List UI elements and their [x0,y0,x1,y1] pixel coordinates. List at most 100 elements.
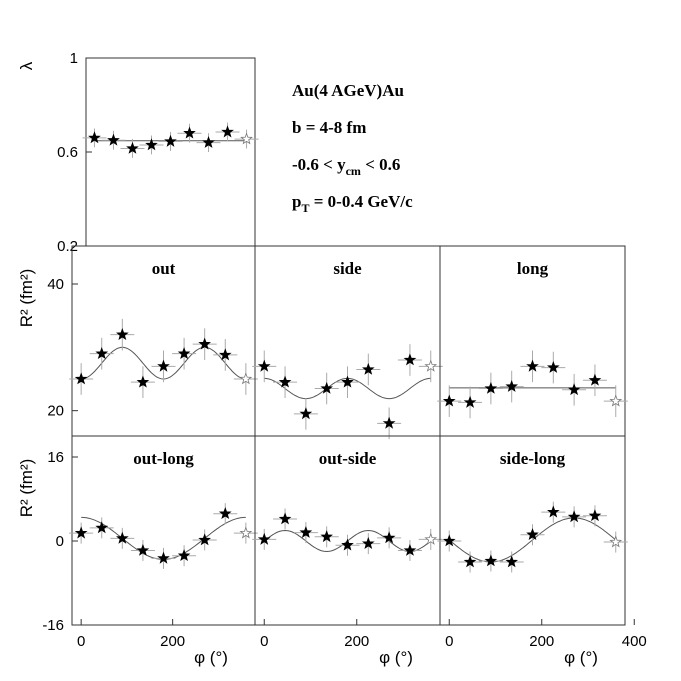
x-tick-label: 200 [160,633,185,650]
panel-side-long: 0 200 400 side-long φ (°) [437,435,647,667]
panel-title: out-side [319,449,377,468]
info-pt-pre: p [292,192,301,211]
data-point [341,375,354,388]
reflected-data-point [424,359,438,372]
data-point [320,530,333,543]
data-point [361,536,375,550]
panel-title: out [152,259,176,278]
data-point [588,509,602,522]
data-point [157,551,170,564]
data-point [588,373,602,386]
data-point [505,555,518,568]
x-axis-title: φ (°) [379,648,413,667]
x-axis-title: φ (°) [564,648,598,667]
data-point [74,526,88,539]
x-tick-label: 0 [445,633,453,650]
reflected-data-point [424,532,438,545]
y-axis-title: λ [17,61,36,70]
info-rapidity-cut: -0.6 < ycm < 0.6 [292,155,400,178]
reflected-data-point [239,526,253,539]
info-box: Au(4 AGeV)Au b = 4-8 fm -0.6 < ycm < 0.6… [292,81,413,215]
data-point [546,505,560,518]
data-point [341,538,354,551]
y-tick-label: 0.6 [57,144,78,161]
y-tick-label: -16 [42,617,64,634]
data-point [505,379,518,392]
x-tick-label: 0 [260,633,268,650]
data-point [95,347,109,360]
info-impact-parameter: b = 4-8 fm [292,118,366,137]
info-pt-cut: pT = 0-0.4 GeV/c [292,192,413,215]
data-point [278,512,292,525]
panel-long: long [437,245,628,437]
data-point [257,532,271,545]
x-tick-label: 200 [344,633,369,650]
data-point [74,372,88,385]
data-point [177,549,191,562]
y-axis-title: R² (fm²) [17,459,36,518]
data-point [403,543,417,556]
data-point [362,362,375,375]
data-point [484,554,498,567]
x-axis-title: φ (°) [194,648,228,667]
data-point [484,381,498,394]
data-point [442,534,456,547]
panel-title: long [517,259,549,278]
panel-lambda: 1 0.6 0.2 λ [17,50,259,255]
data-point [299,525,313,538]
panel-out: 40 20 out R² (fm²) [17,245,258,437]
data-point [320,381,333,394]
panel-title: side-long [500,449,566,468]
data-point [88,131,101,144]
data-point [463,555,477,568]
x-tick-label: 200 [529,633,554,650]
panel-out-long: 16 0 -16 0 200 out-long R² (fm²) φ (°) [17,435,258,667]
data-point [403,353,417,366]
data-point [177,347,191,360]
data-point [116,328,129,341]
data-point [198,337,211,350]
data-point [164,134,177,147]
data-point [95,521,109,534]
data-point [202,135,215,148]
data-point [157,359,170,372]
info-reaction: Au(4 AGeV)Au [292,81,404,100]
y-tick-label: 16 [47,449,64,466]
info-rapidity-sub: cm [346,164,361,178]
data-point [567,383,581,396]
data-point [183,126,196,139]
panel-frame [439,435,626,626]
info-rapidity-post: < 0.6 [361,155,400,174]
data-point [116,531,129,544]
reflected-data-point [240,132,253,145]
panels-layer: 1 0.6 0.2 λ 40 20 out R² (fm²) side long 16 0 -16 0 20… [17,50,647,667]
data-point [278,375,292,388]
data-point [126,141,139,154]
data-point [218,348,232,361]
data-point [107,133,120,146]
x-tick-label: 0 [77,633,85,650]
data-point [257,359,271,372]
data-point [526,359,539,372]
y-tick-label: 0 [56,533,64,550]
data-point [198,533,211,546]
y-tick-label: 40 [47,276,64,293]
panel-title: out-long [133,449,194,468]
data-point [221,125,234,138]
info-pt-sub: T [301,201,309,215]
data-point [382,531,396,544]
panel-frame [85,57,256,247]
data-point [218,507,232,520]
y-tick-label: 20 [47,403,64,420]
reflected-data-point [609,535,623,548]
data-point [547,360,560,373]
data-point [526,528,539,541]
info-rapidity-pre: -0.6 < y [292,155,346,174]
data-point [136,375,150,388]
reflected-data-point [609,394,623,407]
data-point [442,394,456,407]
info-pt-post: = 0-0.4 GeV/c [309,192,413,211]
data-point [299,407,313,420]
panel-side: side [252,245,443,440]
